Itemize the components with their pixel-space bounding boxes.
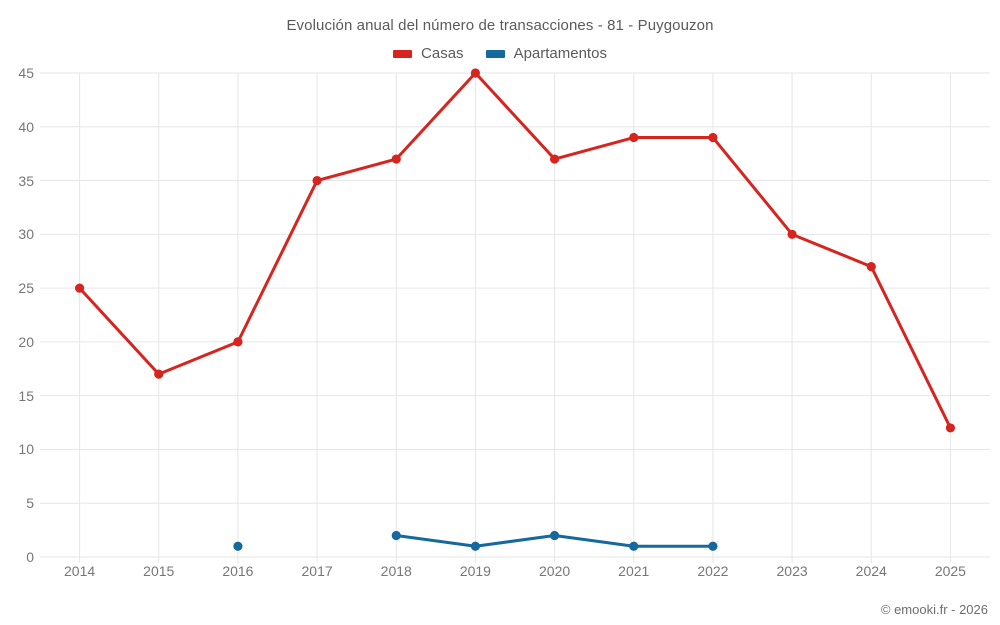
x-axis-tick-label: 2025 [934,563,966,579]
data-point[interactable] [629,541,639,551]
x-axis-tick-label: 2014 [64,563,96,579]
y-axis-tick-label: 40 [18,118,34,135]
data-point[interactable] [154,369,164,379]
x-axis-tick-label: 2018 [380,563,412,579]
x-axis-labels: 2014 2015 2016 2017 2018 2019 2020 2021 2022 2023… [40,563,990,589]
plot-area [40,68,990,563]
y-axis-tick-label: 5 [26,495,34,512]
y-axis-tick-label: 10 [18,441,34,458]
chart-credit: © emooki.fr - 2026 [880,602,988,617]
data-point[interactable] [866,262,876,272]
data-point[interactable] [549,154,560,164]
data-point[interactable] [470,541,481,551]
x-axis-tick-label: 2015 [143,563,175,579]
x-axis-tick-label: 2024 [855,563,887,579]
chart-series-layer [74,68,956,551]
y-axis-tick-label: 20 [18,333,34,350]
data-point[interactable] [708,541,718,551]
chart-legend: Casas Apartamentos [0,45,1000,62]
data-point[interactable] [74,283,85,293]
x-axis-tick-label: 2021 [618,563,650,579]
data-point[interactable] [787,229,797,239]
x-axis-tick-label: 2023 [776,563,808,579]
legend-item-casas[interactable]: Casas [393,45,464,62]
x-axis-tick-label: 2016 [222,563,254,579]
y-axis-tick-label: 35 [18,172,34,189]
y-axis-tick-label: 0 [26,549,34,565]
data-point[interactable] [945,423,956,433]
legend-label-casas: Casas [421,45,464,62]
data-point[interactable] [629,132,639,143]
data-point[interactable] [470,68,481,78]
x-axis-tick-label: 2017 [301,563,333,579]
y-axis-tick-label: 15 [18,387,34,404]
y-axis-tick-label: 45 [18,65,34,81]
data-point[interactable] [708,132,718,143]
y-axis-labels: 0 5 10 15 20 25 30 35 40 45 [0,65,34,565]
series-line-casas [78,71,952,430]
data-point[interactable] [391,154,401,164]
legend-item-apartamentos[interactable]: Apartamentos [485,45,607,62]
data-point[interactable] [549,530,560,541]
data-point[interactable] [233,337,243,347]
data-point[interactable] [312,175,322,186]
x-axis-tick-label: 2022 [697,563,729,579]
y-axis-tick-label: 30 [18,226,34,243]
x-axis-tick-label: 2020 [539,563,571,579]
legend-label-apartamentos: Apartamentos [513,45,607,62]
chart-title: Evolución anual del número de transaccio… [286,17,714,34]
x-axis-tick-label: 2019 [459,563,491,579]
y-axis-tick-label: 25 [18,280,34,297]
data-point[interactable] [391,530,401,541]
data-point[interactable] [233,541,243,551]
chart-gridlines [40,72,990,563]
legend-swatch-casas [393,49,413,58]
legend-swatch-apartamentos [485,49,505,58]
